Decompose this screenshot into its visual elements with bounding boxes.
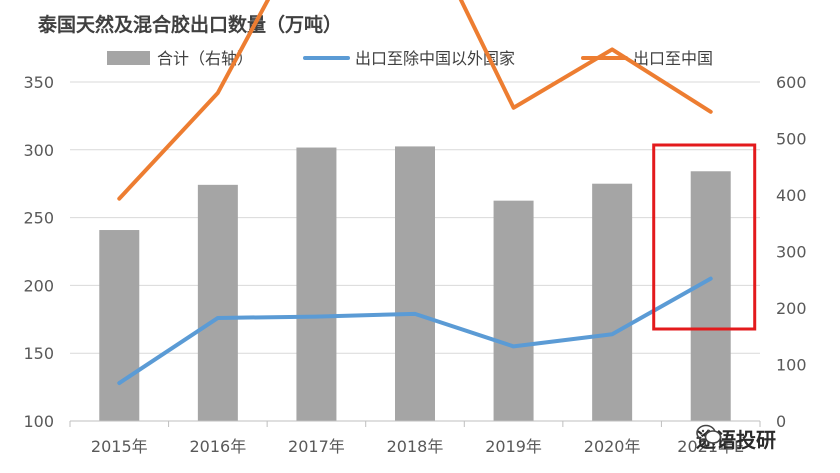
y-left-tick-label: 150 [23,344,54,363]
legend: 合计（右轴） 出口至除中国以外国家 出口至中国 [107,49,713,68]
x-tick-label: 2019年 [485,437,542,456]
y-right-tick-label: 600 [776,73,807,92]
legend-label: 出口至中国 [633,49,713,68]
y-right-tick-label: 500 [776,130,807,149]
x-tick-label: 2015年 [91,437,148,456]
y-right-tick-label: 100 [776,356,807,375]
y-right-tick-label: 200 [776,299,807,318]
y-left-tick-label: 350 [23,73,54,92]
chart-title: 泰国天然及混合胶出口数量（万吨） [38,14,343,36]
y-left-tick-label: 100 [23,412,54,431]
y-left-tick-label: 300 [23,141,54,160]
bar [395,146,435,421]
highlight-box-group [652,143,757,331]
x-tick-label: 2017年 [288,437,345,456]
wechat-icon [696,424,722,444]
legend-label: 合计（右轴） [157,49,253,68]
legend-swatch-bar [107,51,150,65]
y-right-tick-label: 0 [776,412,786,431]
y-right-tick-label: 300 [776,243,807,262]
bar [99,230,140,421]
y-left-tick-label: 200 [23,276,54,295]
line-series [117,0,713,386]
bar-series [99,146,731,422]
x-tick-label: 2018年 [387,437,444,456]
y-left-tick-label: 250 [23,209,54,228]
y-right-tick-label: 400 [776,186,807,205]
x-tick-label: 2021年E [677,437,744,456]
x-tick-label: 2020年 [584,437,641,456]
x-tick-label: 2016年 [189,437,246,456]
bar [296,147,337,422]
bar [493,200,534,421]
bar [197,184,238,421]
highlight-box [652,143,757,331]
axes: 100 150 200 250 300 350 0 100 200 300 400 500 600 201… [23,73,806,456]
bar [690,171,731,421]
watermark: 途语投研 [696,424,776,453]
bar [592,183,633,421]
legend-label: 出口至除中国以外国家 [355,49,515,68]
